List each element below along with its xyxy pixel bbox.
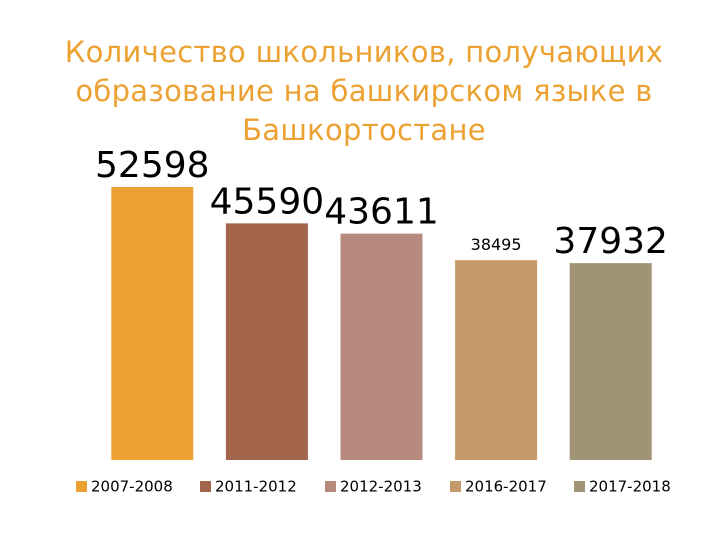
- data-label: 45590: [210, 181, 325, 222]
- legend-label: 2016-2017: [465, 478, 547, 496]
- chart-title: Количество школьников, получающих образо…: [64, 35, 664, 147]
- legend-label: 2012-2013: [340, 478, 422, 496]
- legend-swatch: [200, 481, 211, 492]
- legend-swatch: [325, 481, 336, 492]
- bar: [455, 260, 538, 460]
- data-label: 52598: [95, 145, 210, 186]
- bar: [569, 263, 652, 460]
- legend-swatch: [450, 481, 461, 492]
- bar: [111, 187, 194, 460]
- legend-label: 2017-2018: [589, 478, 671, 496]
- legend-swatch: [76, 481, 87, 492]
- bar: [225, 223, 308, 460]
- legend-label: 2007-2008: [91, 478, 173, 496]
- legend-label: 2011-2012: [215, 478, 297, 496]
- data-label: 38495: [471, 235, 522, 254]
- data-label: 43611: [324, 192, 439, 233]
- data-label: 37932: [553, 221, 668, 262]
- bar: [340, 233, 423, 460]
- legend-swatch: [574, 481, 585, 492]
